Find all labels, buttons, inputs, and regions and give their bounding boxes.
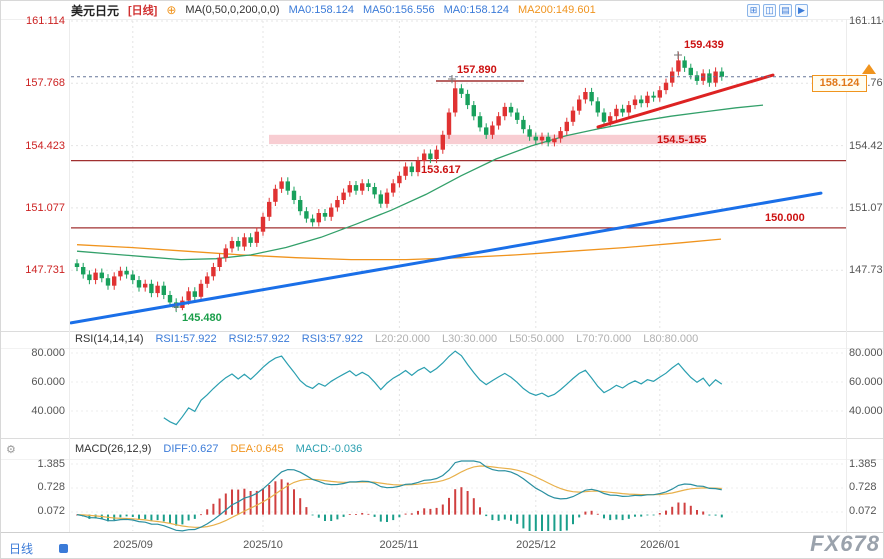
play-forward-icon[interactable]: ▶ [795,4,808,17]
header-divider [1,19,883,20]
ma200-value: MA200:149.601 [518,4,596,16]
rsi-axis-label-left: 80.000 [31,347,65,359]
rsi-panel-divider [1,331,883,332]
macd-axis-label-right: 0.072 [849,505,877,517]
price-axis-label-right: 154.423 [849,140,883,152]
macd-dea-value: DEA:0.645 [230,443,284,455]
price-annotation: 154.5-155 [657,134,707,146]
period-tag: [日线] [128,5,158,17]
macd-header: MACD(26,12,9) DIFF:0.627 DEA:0.645 MACD:… [75,443,362,455]
rsi-header: RSI(14,14,14) RSI1:57.922 RSI2:57.922 RS… [75,333,698,345]
current-price-badge: 158.124 [812,75,867,92]
rsi-axis-label-left: 40.000 [31,405,65,417]
rsi-axis-label-left: 60.000 [31,376,65,388]
rsi-axis-label-right: 40.000 [849,405,883,417]
macd-header-divider [1,459,883,460]
macd-axis-label-right: 1.385 [849,458,877,470]
macd-value: MACD:-0.036 [295,443,363,455]
layout-grid-icon[interactable]: ⊞ [747,4,760,17]
price-annotation: 150.000 [765,212,805,224]
macd-axis-label-left: 0.728 [37,481,65,493]
period-tab-daily[interactable]: 日线 [9,542,34,556]
ma0b-value: MA0:158.124 [443,4,510,16]
month-label: 2025/10 [243,539,283,551]
price-axis-label-left: 147.731 [25,264,65,276]
add-indicator-icon[interactable]: ⊕ [166,3,177,17]
rsi-l50: L50:50.000 [509,333,565,345]
right-axis-divider [846,19,847,532]
price-axis-label-left: 161.114 [26,15,65,27]
price-annotation: 153.617 [421,164,461,176]
chart-header: 美元日元 [日线] ⊕ MA(0,50,0,200,0,0) MA0:158.1… [71,1,596,19]
layout-toolbar: ⊞ ◫ ▤ ▶ [747,4,808,17]
macd-settings-icon[interactable]: ⚙ [6,444,16,456]
price-axis-label-right: 161.114 [849,15,883,27]
macd-title: MACD(26,12,9) [75,443,152,455]
rsi3-value: RSI3:57.922 [301,333,363,345]
left-axis-divider [69,19,70,532]
price-annotation: 157.890 [457,64,497,76]
ma50-value: MA50:156.556 [363,4,435,16]
rsi-l30: L30:30.000 [442,333,498,345]
month-label: 2025/12 [516,539,556,551]
price-annotation: 145.480 [182,312,222,324]
watermark: FX678 [810,531,880,556]
price-axis-label-right: 147.731 [849,264,883,276]
macd-axis-label-left: 1.385 [37,458,65,470]
rsi-l80: L80:80.000 [643,333,699,345]
rsi2-value: RSI2:57.922 [228,333,290,345]
layout-columns-icon[interactable]: ◫ [763,4,776,17]
rsi-header-divider [1,348,883,349]
rsi-axis-label-right: 80.000 [849,347,883,359]
macd-axis-label-left: 0.072 [37,505,65,517]
rsi-axis-label-right: 60.000 [849,376,883,388]
macd-axis-label-right: 0.728 [849,481,877,493]
symbol-title: 美元日元 [71,3,120,18]
price-axis-label-right: 151.077 [849,202,883,214]
rsi-l20: L20:20.000 [374,333,431,345]
price-axis-label-left: 151.077 [25,202,65,214]
ma-settings-label: MA(0,50,0,200,0,0) [185,4,280,16]
rsi-l70: L70:70.000 [576,333,632,345]
layout-rows-icon[interactable]: ▤ [779,4,792,17]
month-label: 2025/09 [113,539,153,551]
rsi1-value: RSI1:57.922 [155,333,217,345]
price-axis-label-left: 154.423 [25,140,65,152]
ma0-value: MA0:158.124 [288,4,355,16]
macd-diff-value: DIFF:0.627 [163,443,219,455]
macd-panel-divider [1,438,883,439]
xaxis-divider [1,532,883,533]
month-label: 2026/01 [640,539,680,551]
price-annotation: 159.439 [684,39,724,51]
month-label: 2025/11 [379,539,419,551]
price-axis-label-left: 157.768 [25,77,65,89]
chart-style-icon[interactable] [59,544,68,553]
rsi-title: RSI(14,14,14) [75,333,144,345]
